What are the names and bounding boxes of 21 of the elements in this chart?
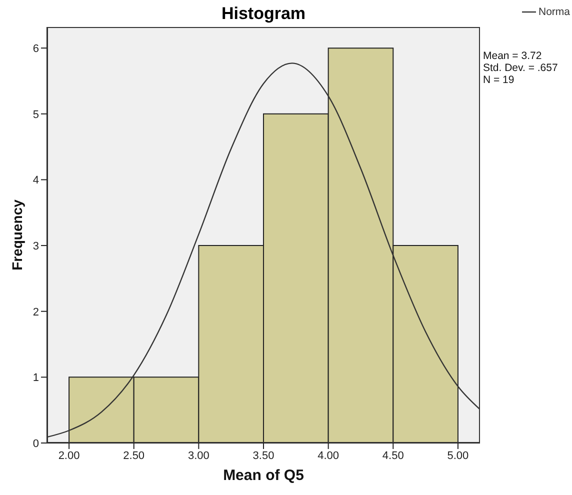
y-tick-label: 6	[32, 42, 39, 55]
y-axis-title: Frequency	[9, 200, 25, 270]
chart-title: Histogram	[220, 4, 307, 24]
y-tick-label: 3	[32, 240, 39, 252]
x-tick-label: 2.50	[123, 450, 145, 462]
x-tick-label: 3.00	[188, 450, 210, 462]
text: Mean = 3.72	[483, 50, 543, 62]
y-tick-label: 2	[32, 306, 39, 318]
x-axis-title: Mean of Q5	[222, 467, 305, 484]
x-tick-label: 2.00	[58, 450, 80, 462]
x-tick-label: 3.50	[252, 450, 274, 462]
y-tick-label: 0	[32, 438, 39, 450]
x-tick-label: 4.50	[382, 450, 404, 462]
legend-label: Norma	[538, 6, 570, 18]
x-tick-label: 4.00	[318, 450, 340, 462]
text: N = 19	[483, 74, 516, 86]
y-tick-label: 4	[32, 174, 39, 187]
y-tick-label: 5	[32, 108, 39, 121]
text: Std. Dev. = .657	[483, 62, 558, 74]
x-tick-label: 5.00	[447, 450, 469, 462]
y-tick-label: 1	[32, 372, 39, 384]
